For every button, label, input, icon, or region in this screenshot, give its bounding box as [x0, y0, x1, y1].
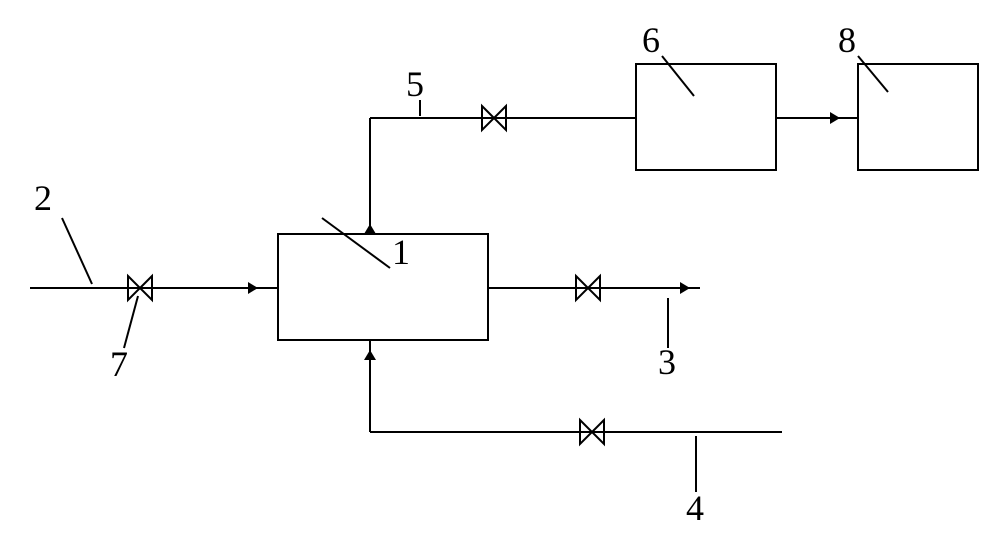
- label-3: 3: [658, 342, 676, 382]
- label-5: 5: [406, 64, 424, 104]
- label-1-lead: [322, 218, 390, 268]
- label-7: 7: [110, 344, 128, 384]
- label-2-lead: [62, 218, 92, 284]
- box-8: [858, 64, 978, 170]
- label-8-lead: [858, 56, 888, 92]
- arrow-up-icon: [364, 224, 376, 234]
- label-2: 2: [34, 178, 52, 218]
- label-1: 1: [392, 232, 410, 272]
- box-1: [278, 234, 488, 340]
- label-8: 8: [838, 20, 856, 60]
- label-6-lead: [662, 56, 694, 96]
- label-4: 4: [686, 488, 704, 528]
- label-6: 6: [642, 20, 660, 60]
- arrow-up-icon: [364, 350, 376, 360]
- arrow-right-icon: [680, 282, 690, 294]
- arrow-right-icon: [248, 282, 258, 294]
- arrow-right-icon: [830, 112, 840, 124]
- box-6: [636, 64, 776, 170]
- label-7-lead: [124, 296, 138, 348]
